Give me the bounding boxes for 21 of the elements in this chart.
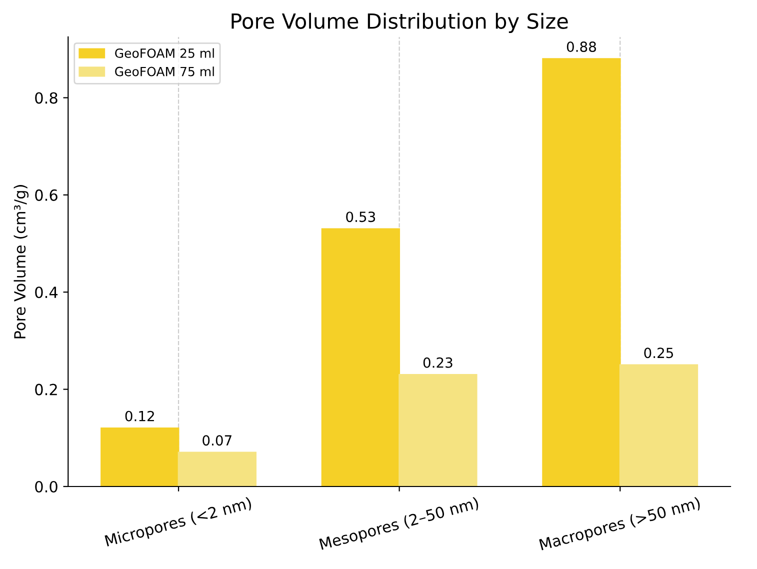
data-label: 0.12	[125, 410, 154, 422]
bar	[178, 452, 256, 486]
y-tick-label: 0.8	[35, 92, 58, 104]
legend-label: GeoFOAM 25 ml	[115, 48, 214, 58]
bar	[619, 364, 698, 486]
bar	[100, 427, 180, 486]
chart-title: Pore Volume Distribution by Size	[232, 12, 568, 33]
data-label: 0.23	[423, 357, 452, 368]
data-label: 0.07	[202, 435, 232, 446]
y-axis-title: Pore Volume (cm³/g)	[14, 185, 29, 338]
data-label: 0.88	[566, 41, 596, 52]
data-label: 0.25	[644, 348, 673, 358]
y-tick-label: 0.2	[35, 384, 57, 396]
bar	[398, 374, 478, 486]
data-label: 0.53	[346, 212, 376, 222]
y-tick-label: 0.4	[35, 286, 58, 298]
legend-label: GeoFOAM 75 ml	[115, 66, 214, 76]
y-tick-label: 0.0	[35, 480, 58, 493]
bar	[321, 228, 400, 486]
bar	[542, 58, 621, 486]
y-tick-label: 0.6	[35, 189, 58, 201]
